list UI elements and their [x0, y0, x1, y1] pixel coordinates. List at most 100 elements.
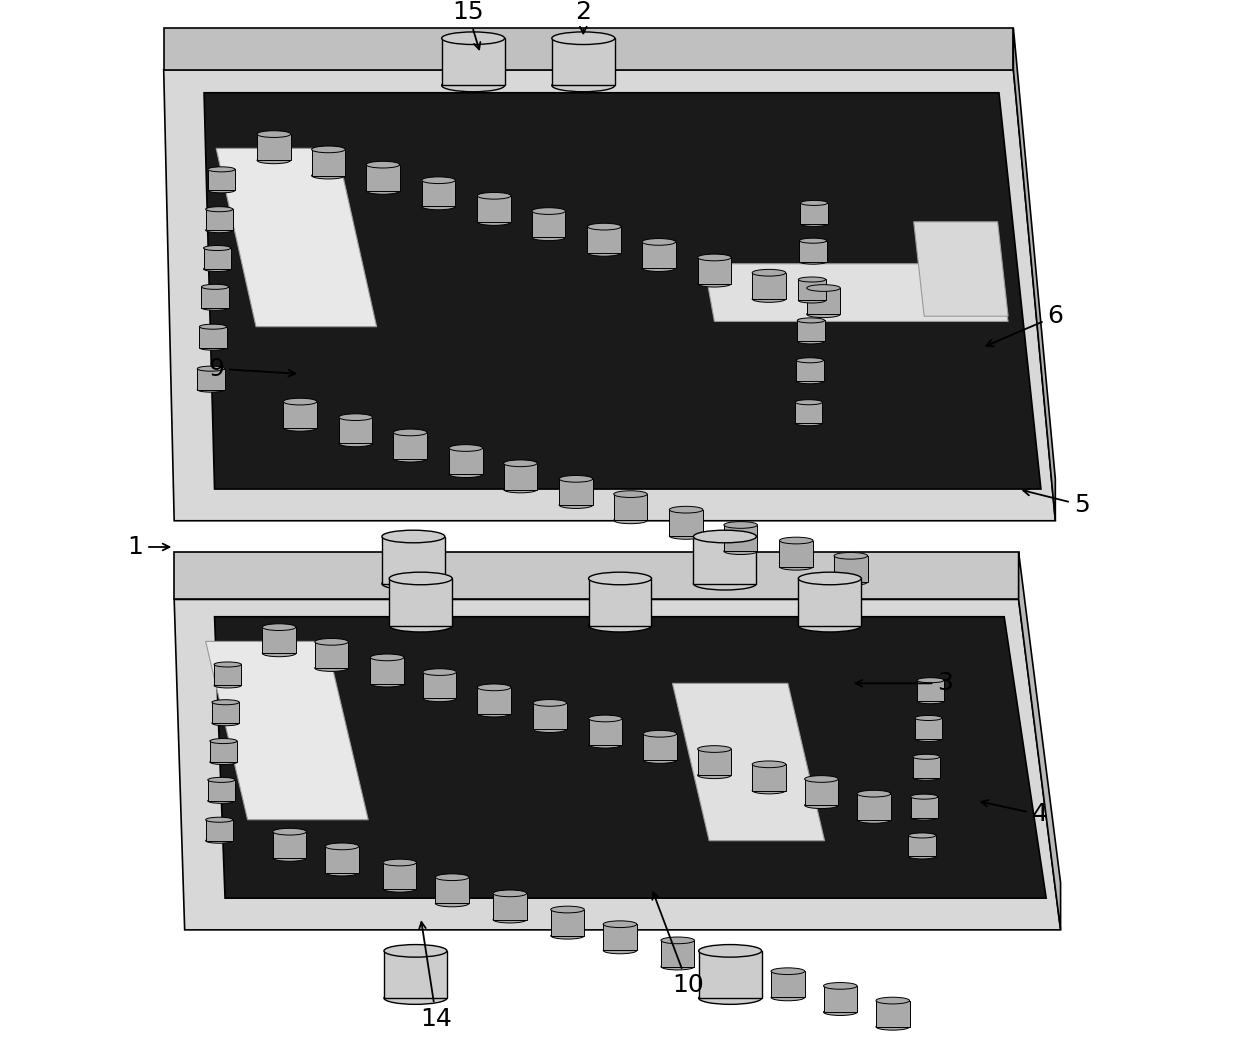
Ellipse shape [449, 471, 482, 477]
Ellipse shape [339, 440, 372, 447]
Ellipse shape [875, 1024, 909, 1030]
Ellipse shape [339, 414, 372, 420]
Ellipse shape [315, 639, 348, 645]
Ellipse shape [603, 921, 637, 927]
Polygon shape [915, 718, 942, 738]
Ellipse shape [311, 146, 345, 153]
Ellipse shape [799, 277, 826, 282]
Polygon shape [805, 779, 838, 805]
Ellipse shape [197, 387, 224, 393]
Polygon shape [795, 402, 822, 423]
Ellipse shape [771, 968, 805, 975]
Ellipse shape [797, 338, 825, 344]
Ellipse shape [799, 298, 826, 303]
Polygon shape [210, 741, 237, 762]
Polygon shape [1013, 28, 1055, 521]
Ellipse shape [315, 664, 348, 672]
Text: 10: 10 [652, 892, 704, 997]
Ellipse shape [909, 854, 936, 859]
Ellipse shape [589, 620, 651, 632]
Ellipse shape [670, 506, 703, 514]
Ellipse shape [263, 650, 296, 657]
Polygon shape [552, 38, 615, 86]
Polygon shape [389, 578, 453, 626]
Ellipse shape [823, 982, 857, 989]
Ellipse shape [915, 736, 942, 742]
Ellipse shape [283, 424, 317, 431]
Ellipse shape [366, 188, 399, 194]
Polygon shape [823, 986, 857, 1012]
Polygon shape [503, 464, 537, 489]
Ellipse shape [551, 933, 584, 939]
Text: 2: 2 [575, 0, 591, 34]
Text: 4: 4 [981, 800, 1048, 827]
Ellipse shape [614, 491, 647, 498]
Polygon shape [807, 288, 841, 314]
Ellipse shape [913, 776, 940, 780]
Ellipse shape [661, 963, 694, 970]
Polygon shape [441, 38, 505, 86]
Ellipse shape [916, 699, 944, 703]
Ellipse shape [670, 533, 703, 539]
Ellipse shape [795, 400, 822, 404]
Ellipse shape [423, 668, 456, 676]
Ellipse shape [780, 537, 813, 544]
Ellipse shape [642, 239, 676, 245]
Ellipse shape [208, 778, 236, 782]
Polygon shape [200, 327, 227, 348]
Polygon shape [208, 170, 236, 190]
Ellipse shape [801, 222, 828, 226]
Ellipse shape [807, 311, 841, 317]
Polygon shape [422, 180, 455, 207]
Polygon shape [857, 794, 890, 820]
Ellipse shape [477, 710, 511, 717]
Polygon shape [393, 433, 427, 458]
Polygon shape [614, 494, 647, 520]
Polygon shape [494, 893, 527, 920]
Ellipse shape [383, 885, 417, 892]
Polygon shape [799, 279, 826, 300]
Ellipse shape [494, 917, 527, 923]
Polygon shape [174, 599, 1060, 929]
Polygon shape [206, 820, 233, 840]
Ellipse shape [835, 578, 868, 586]
Ellipse shape [805, 802, 838, 808]
Ellipse shape [208, 798, 236, 803]
Ellipse shape [644, 730, 677, 737]
Text: 1: 1 [128, 535, 170, 559]
Ellipse shape [753, 761, 786, 768]
Polygon shape [273, 832, 306, 858]
Ellipse shape [283, 398, 317, 405]
Ellipse shape [799, 620, 862, 632]
Ellipse shape [503, 486, 537, 493]
Ellipse shape [197, 366, 224, 371]
Ellipse shape [441, 32, 505, 45]
Ellipse shape [532, 233, 565, 241]
Ellipse shape [371, 680, 404, 686]
Ellipse shape [799, 572, 862, 585]
Polygon shape [164, 28, 1013, 70]
Polygon shape [205, 92, 1040, 489]
Ellipse shape [753, 296, 786, 302]
Polygon shape [589, 578, 651, 626]
Polygon shape [588, 227, 621, 253]
Ellipse shape [551, 906, 584, 912]
Polygon shape [914, 222, 1008, 316]
Ellipse shape [589, 715, 622, 721]
Ellipse shape [795, 421, 822, 425]
Polygon shape [693, 537, 756, 584]
Polygon shape [203, 248, 231, 269]
Polygon shape [212, 702, 239, 724]
Polygon shape [724, 525, 758, 551]
Ellipse shape [589, 742, 622, 748]
Ellipse shape [614, 517, 647, 524]
Polygon shape [753, 273, 786, 299]
Ellipse shape [503, 459, 537, 467]
Ellipse shape [273, 854, 306, 862]
Ellipse shape [588, 223, 621, 230]
Polygon shape [208, 780, 236, 801]
Ellipse shape [661, 937, 694, 943]
Polygon shape [800, 241, 827, 262]
Ellipse shape [796, 358, 823, 363]
Ellipse shape [753, 787, 786, 794]
